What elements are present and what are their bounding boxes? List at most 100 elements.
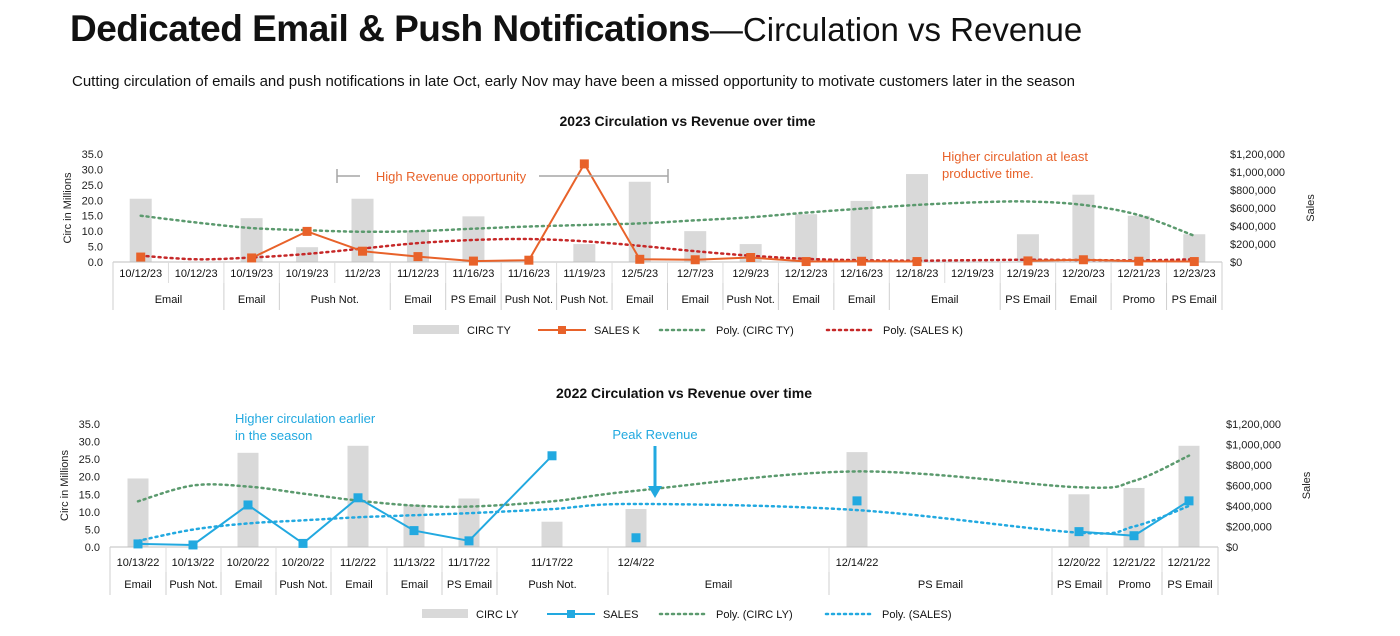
chart-title: 2023 Circulation vs Revenue over time xyxy=(560,113,816,129)
y-tick-label: 30.0 xyxy=(79,437,100,449)
sales-marker xyxy=(298,538,308,548)
sales-marker xyxy=(1189,257,1199,267)
y-tick-label: 5.0 xyxy=(88,242,103,254)
sales-line xyxy=(1027,258,1195,263)
poly-sales-trendline xyxy=(139,237,1196,262)
sales-marker xyxy=(468,256,478,266)
category-label: 11/17/22 xyxy=(448,557,490,569)
bar xyxy=(351,198,374,262)
category-label: 11/13/22 xyxy=(393,557,435,569)
category-label: 12/21/22 xyxy=(1168,557,1211,569)
y-tick-label: 5.0 xyxy=(85,524,100,536)
legend-swatch-bar xyxy=(422,609,468,618)
group-label: Email xyxy=(792,294,820,306)
bar xyxy=(1183,234,1206,262)
category-label: 12/14/22 xyxy=(836,557,879,569)
group-label: Promo xyxy=(1118,579,1150,591)
group-label: Email xyxy=(931,294,959,306)
sales-marker xyxy=(1184,496,1194,506)
category-label: 10/13/22 xyxy=(172,557,215,569)
legend-swatch-marker xyxy=(567,610,575,618)
sales-line xyxy=(137,455,553,546)
group-label: Email xyxy=(626,294,654,306)
group-label: Push Not. xyxy=(279,579,327,591)
category-label: 11/16/23 xyxy=(508,268,550,280)
chart-title: 2022 Circulation vs Revenue over time xyxy=(556,385,812,401)
legend-label: Poly. (CIRC LY) xyxy=(716,609,793,621)
sales-marker xyxy=(302,226,312,236)
category-label: 12/18/23 xyxy=(896,268,939,280)
bar xyxy=(573,244,596,262)
poly-circ-trendline xyxy=(136,454,1191,509)
legend-label: Poly. (SALES K) xyxy=(883,325,963,337)
sales-marker xyxy=(631,533,641,543)
category-label: 12/20/23 xyxy=(1062,268,1105,280)
bar xyxy=(625,509,647,547)
category-label: 11/12/23 xyxy=(397,268,439,280)
bar xyxy=(1016,234,1039,262)
category-label: 11/2/23 xyxy=(345,268,381,280)
group-label: PS Email xyxy=(451,294,496,306)
bar xyxy=(1068,494,1090,547)
group-label: PS Email xyxy=(447,579,492,591)
sales-marker xyxy=(690,255,700,265)
group-label: Email xyxy=(238,294,266,306)
annotation-peak-revenue: Peak Revenue xyxy=(612,427,697,442)
legend: CIRC TY SALES K Poly. (CIRC TY) Poly. (SALE… xyxy=(413,325,963,337)
sales-marker xyxy=(635,254,645,264)
page-subtitle: Cutting circulation of emails and push n… xyxy=(72,73,1076,90)
annotation-higher-circulation: productive time. xyxy=(942,166,1034,181)
category-label: 12/4/22 xyxy=(618,557,655,569)
bar xyxy=(127,478,149,547)
y-tick-label: 35.0 xyxy=(82,149,103,161)
category-label: 10/12/23 xyxy=(175,268,218,280)
category-label: 10/12/23 xyxy=(119,268,162,280)
chart-2022: 2022 Circulation vs Revenue over time 35.… xyxy=(59,385,1313,621)
bar xyxy=(628,181,651,262)
legend-label: Poly. (CIRC TY) xyxy=(716,325,794,337)
sales-marker xyxy=(136,252,146,262)
sales-marker xyxy=(464,536,474,546)
category-label: 12/19/23 xyxy=(951,268,994,280)
group-label: PS Email xyxy=(918,579,963,591)
group-label: Push Not. xyxy=(169,579,217,591)
page-title: Dedicated Email & Push Notifications—Cir… xyxy=(70,8,1082,50)
peak-arrow-head xyxy=(648,486,662,498)
annotation-higher-circulation: Higher circulation earlier xyxy=(235,411,376,426)
y-tick-label: 30.0 xyxy=(82,164,103,176)
y2-axis-title: Sales xyxy=(1301,471,1313,499)
group-label: PS Email xyxy=(1005,294,1050,306)
category-label: 12/19/23 xyxy=(1007,268,1050,280)
y-tick-label: 0.0 xyxy=(88,257,103,269)
sales-marker xyxy=(547,451,557,461)
sales-marker xyxy=(912,257,922,267)
y2-tick-label: $0 xyxy=(1226,542,1238,554)
y-tick-label: 10.0 xyxy=(79,507,100,519)
bar xyxy=(541,521,563,547)
annotation-high-revenue: High Revenue opportunity xyxy=(376,169,527,184)
y-tick-label: 0.0 xyxy=(85,542,100,554)
bar xyxy=(296,247,319,262)
legend-swatch-marker xyxy=(558,326,566,334)
chart-2023: 2023 Circulation vs Revenue over time 35.… xyxy=(62,113,1317,337)
category-label: 12/21/23 xyxy=(1117,268,1160,280)
sales-marker xyxy=(243,500,253,510)
legend-swatch-bar xyxy=(413,325,459,334)
group-label: Email xyxy=(124,579,152,591)
bar xyxy=(237,452,259,547)
sales-marker xyxy=(857,256,867,266)
y2-tick-label: $0 xyxy=(1230,257,1242,269)
group-label: Email xyxy=(848,294,876,306)
bar xyxy=(406,230,429,262)
y-axis-title: Circ in Millions xyxy=(62,172,74,243)
y2-tick-label: $200,000 xyxy=(1230,239,1276,251)
group-label: Email xyxy=(401,579,429,591)
sales-marker xyxy=(409,526,419,536)
group-label: Push Not. xyxy=(311,294,359,306)
category-label: 10/20/22 xyxy=(227,557,270,569)
category-label: 12/20/22 xyxy=(1058,557,1101,569)
category-label: 10/19/23 xyxy=(230,268,273,280)
group-label: PS Email xyxy=(1057,579,1102,591)
sales-marker xyxy=(852,496,862,506)
group-label: Push Not. xyxy=(560,294,608,306)
